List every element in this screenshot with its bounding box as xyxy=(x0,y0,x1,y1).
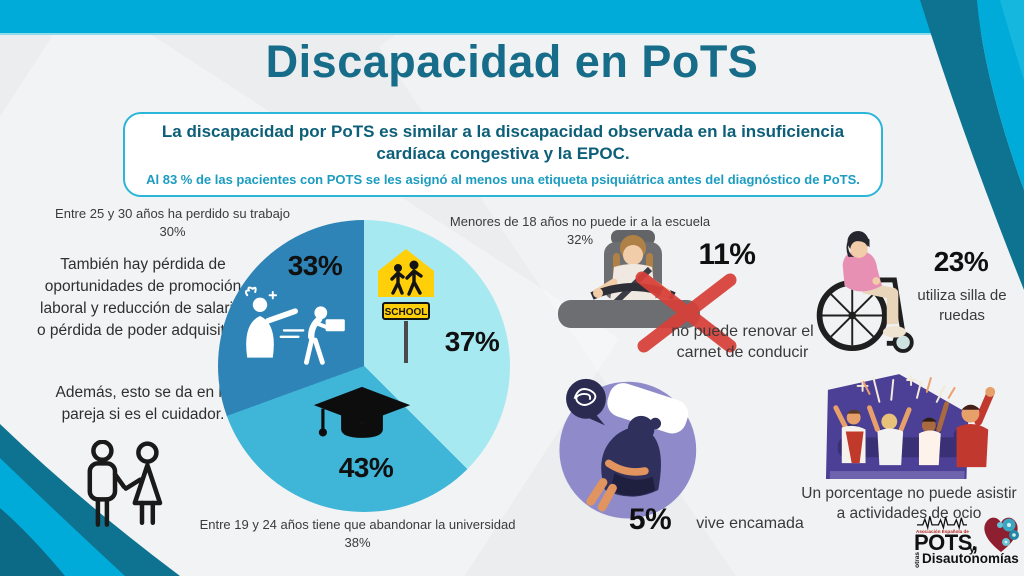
boss-firing-employee-icon xyxy=(244,286,345,365)
caption-school-text: Menores de 18 años no puede ir a la escu… xyxy=(449,214,711,229)
caption-school-pct: 32% xyxy=(566,231,594,247)
caption-job-loss: Entre 25 y 30 años ha perdido su trabajo… xyxy=(40,205,305,240)
pie-label-university: 43% xyxy=(338,452,394,483)
crowd-celebration-illustration xyxy=(825,374,996,479)
caption-job-loss-text: Entre 25 y 30 años ha perdido su trabajo xyxy=(55,206,290,221)
couple-holding-hands-icon xyxy=(87,440,163,527)
stat-wheelchair-pct: 23% xyxy=(933,246,989,277)
caption-school: Menores de 18 años no puede ir a la escu… xyxy=(440,213,720,248)
logo-name-vertical: otras xyxy=(914,552,921,568)
heart-gears-icon xyxy=(984,517,1019,552)
school-crossing-sign-icon: SCHOOL xyxy=(378,249,434,363)
stat-driving-label: no puede renovar el carnet de conducir xyxy=(671,323,814,361)
wheelchair-user-illustration xyxy=(816,231,914,353)
logo-name-secondary: Disautonomías xyxy=(922,551,1019,566)
stat-driving-pct: 11% xyxy=(698,238,756,271)
logo-name-main: POTS, xyxy=(914,530,978,555)
stat-bedridden-pct: 5% xyxy=(628,503,672,536)
page-title: Discapacidad en PoTS xyxy=(265,36,759,87)
ecg-line-icon xyxy=(917,516,967,531)
caption-university: Entre 19 y 24 años tiene que abandonar l… xyxy=(185,516,530,551)
summary-headline: La discapacidad por PoTS es similar a la… xyxy=(161,122,845,163)
top-accent-bar xyxy=(0,0,1024,35)
caption-university-pct: 38% xyxy=(344,534,371,550)
summary-box: La discapacidad por PoTS es similar a la… xyxy=(123,112,883,197)
paragraph-salary-loss: También hay pérdida de oportunidades de … xyxy=(37,256,249,339)
logo-org-text: Asociación Española de xyxy=(916,529,969,534)
red-cross-out-icon xyxy=(635,271,737,353)
stat-wheelchair-label: utiliza silla de ruedas xyxy=(917,287,1007,324)
svg-text:SCHOOL: SCHOOL xyxy=(385,307,428,318)
stat-bedridden-label: vive encamada xyxy=(696,515,804,532)
pie-chart xyxy=(218,220,510,512)
corner-swoosh-bottom-left xyxy=(0,424,180,576)
pie-label-work: 33% xyxy=(287,250,343,281)
bedridden-person-illustration xyxy=(559,378,697,519)
summary-subline: Al 83 % de las pacientes con POTS se les… xyxy=(146,171,860,187)
pots-disautonomias-logo: Asociación Española de POTS, y otras Dis… xyxy=(903,504,1023,574)
caption-university-text: Entre 19 y 24 años tiene que abandonar l… xyxy=(199,517,516,532)
paragraph-caregiver: Además, esto se da en la pareja si es el… xyxy=(55,384,231,423)
pie-label-school: 37% xyxy=(444,326,500,357)
logo-name-conjunction: y xyxy=(969,543,976,555)
caption-job-loss-pct: 30% xyxy=(159,223,186,239)
corner-swoosh-top-right xyxy=(920,0,1024,290)
graduation-cap-icon xyxy=(313,386,411,438)
